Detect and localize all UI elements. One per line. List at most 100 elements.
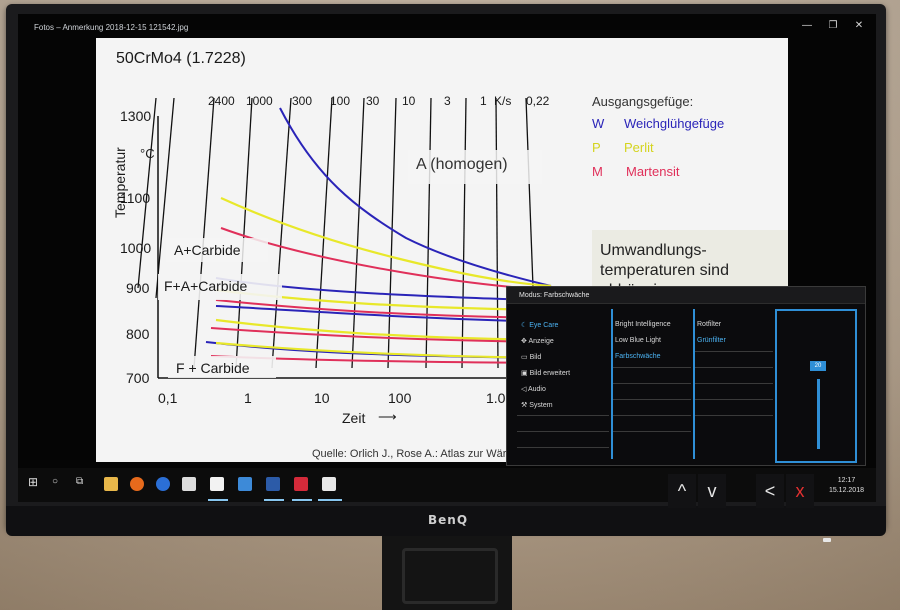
power-led <box>823 538 831 542</box>
osd-menu-label: Eye Care <box>529 322 559 329</box>
active-indicator <box>318 499 342 501</box>
clock-date: 15.12.2018 <box>828 487 864 494</box>
osd-menu-bild-erweitert[interactable]: ▣ Bild erweitert <box>521 369 570 377</box>
vertical-cooling-lines <box>137 97 537 369</box>
osd-menu-label: Audio <box>527 386 546 393</box>
top-axis-label: 2400 <box>208 94 235 108</box>
blue-weichgluehgefuege-curves <box>205 107 552 359</box>
y-tick-label: 700 <box>126 370 150 386</box>
osd-slider-value: 20 <box>810 361 826 371</box>
osd-submenu-item[interactable]: Bright Intelligence <box>615 321 671 328</box>
top-axis-label: 1000 <box>246 94 273 108</box>
benq-osd-menu: Modus: Farbschwäche ☾ Eye Care ✥ Anzeige… <box>506 286 866 466</box>
monitor-bottom-bezel <box>6 506 886 536</box>
y-tick-label: 1000 <box>120 240 152 256</box>
eye-care-icon: ☾ <box>521 322 530 329</box>
osd-separator <box>613 431 691 432</box>
todo-icon[interactable] <box>238 477 252 491</box>
mail-icon[interactable] <box>210 477 224 491</box>
osd-back-button[interactable]: < <box>756 474 784 508</box>
word-icon[interactable] <box>266 477 280 491</box>
stand-cable-hole <box>402 548 498 604</box>
y-tick-label: 1100 <box>120 190 151 206</box>
window-title: Fotos – Anmerkung 2018-12-15 121542.jpg <box>34 23 189 32</box>
store-icon[interactable] <box>182 477 196 491</box>
active-indicator <box>292 499 312 501</box>
x-axis-label: Zeit <box>342 410 366 426</box>
picture-advanced-icon: ▣ <box>521 370 530 377</box>
note-line: temperaturen sind <box>600 262 729 279</box>
osd-divider <box>693 309 695 459</box>
x-tick-label: 10 <box>314 390 330 406</box>
osd-separator <box>695 351 773 352</box>
photos-icon[interactable] <box>322 477 336 491</box>
legend-title: Ausgangsgefüge: <box>592 94 694 109</box>
chevron-down-icon: v <box>707 481 717 501</box>
osd-down-button[interactable]: v <box>698 474 726 508</box>
active-indicator <box>264 499 284 501</box>
osd-separator <box>613 399 691 400</box>
osd-menu-bild[interactable]: ▭ Bild <box>521 353 541 361</box>
osd-separator <box>613 367 691 368</box>
legend-key: M <box>592 164 603 179</box>
osd-separator <box>517 431 609 432</box>
region-label: F+A+Carbide <box>164 278 248 294</box>
osd-separator <box>695 399 773 400</box>
region-label: F + Carbide <box>176 360 250 376</box>
osd-slider[interactable] <box>817 379 820 449</box>
task-view-icon[interactable]: ⧉ <box>76 476 84 487</box>
source-citation: Quelle: Orlich J., Rose A.: Atlas zur Wä… <box>312 448 516 460</box>
y-axis-unit: °C <box>140 146 155 161</box>
top-axis-label: 100 <box>330 94 351 108</box>
legend-key: W <box>592 116 605 131</box>
speaker-icon: ◁ <box>521 386 528 393</box>
osd-option-item-selected[interactable]: Grünfilter <box>697 337 726 344</box>
legend-label: Weichglühgefüge <box>624 116 725 131</box>
close-window-button[interactable]: ✕ <box>854 20 864 31</box>
firefox-icon[interactable] <box>130 477 144 491</box>
osd-menu-audio[interactable]: ◁ Audio <box>521 385 546 393</box>
osd-divider <box>611 309 613 459</box>
search-icon[interactable]: ○ <box>52 476 59 487</box>
osd-submenu-item-selected[interactable]: Farbschwäche <box>615 353 661 360</box>
x-tick-label: 100 <box>388 390 412 406</box>
clock-time: 12:17 <box>837 477 856 484</box>
osd-header: Modus: Farbschwäche <box>507 287 865 304</box>
osd-submenu-item[interactable]: Low Blue Light <box>615 337 661 344</box>
legend-label: Perlit <box>624 140 654 155</box>
top-axis-label: 10 <box>402 94 416 108</box>
top-axis-label: 3 <box>444 94 451 108</box>
top-axis-label: 0,22 <box>526 94 550 108</box>
legend-label: Martensit <box>626 164 680 179</box>
x-tick-label: 1 <box>244 390 252 406</box>
osd-option-item[interactable]: Rotfilter <box>697 321 722 328</box>
osd-menu-system[interactable]: ⚒ System <box>521 401 553 409</box>
top-axis-label: 1 <box>480 94 487 108</box>
start-icon[interactable]: ⊞ <box>28 475 39 489</box>
osd-menu-label: Bild erweitert <box>529 370 571 377</box>
region-label: A (homogen) <box>416 156 508 173</box>
chevron-up-icon: ^ <box>677 481 687 501</box>
osd-exit-button[interactable]: x <box>786 474 814 508</box>
top-axis-label: 30 <box>366 94 380 108</box>
osd-separator <box>517 415 609 416</box>
taskbar-clock[interactable]: 12:17 15.12.2018 <box>829 476 864 496</box>
edge-icon[interactable] <box>156 477 170 491</box>
x-axis-arrow-icon: ⟶ <box>378 409 397 424</box>
osd-separator <box>695 367 773 368</box>
note-line: Umwandlungs- <box>600 242 707 259</box>
osd-separator <box>695 383 773 384</box>
acrobat-icon[interactable] <box>294 477 308 491</box>
osd-separator <box>517 447 609 448</box>
osd-menu-anzeige[interactable]: ✥ Anzeige <box>521 337 554 345</box>
windows-taskbar: ⊞ ○ ⧉ 12:17 15.12.2018 <box>18 468 876 502</box>
file-explorer-icon[interactable] <box>104 477 118 491</box>
maximize-button[interactable]: ❐ <box>828 20 838 31</box>
y-tick-label: 900 <box>126 280 150 296</box>
wrench-icon: ⚒ <box>521 402 530 409</box>
osd-menu-label: Anzeige <box>528 338 554 345</box>
minimize-button[interactable]: — <box>802 20 812 31</box>
osd-up-button[interactable]: ^ <box>668 474 696 508</box>
osd-menu-eye-care[interactable]: ☾ Eye Care <box>521 321 558 329</box>
osd-menu-label: Bild <box>529 354 542 361</box>
